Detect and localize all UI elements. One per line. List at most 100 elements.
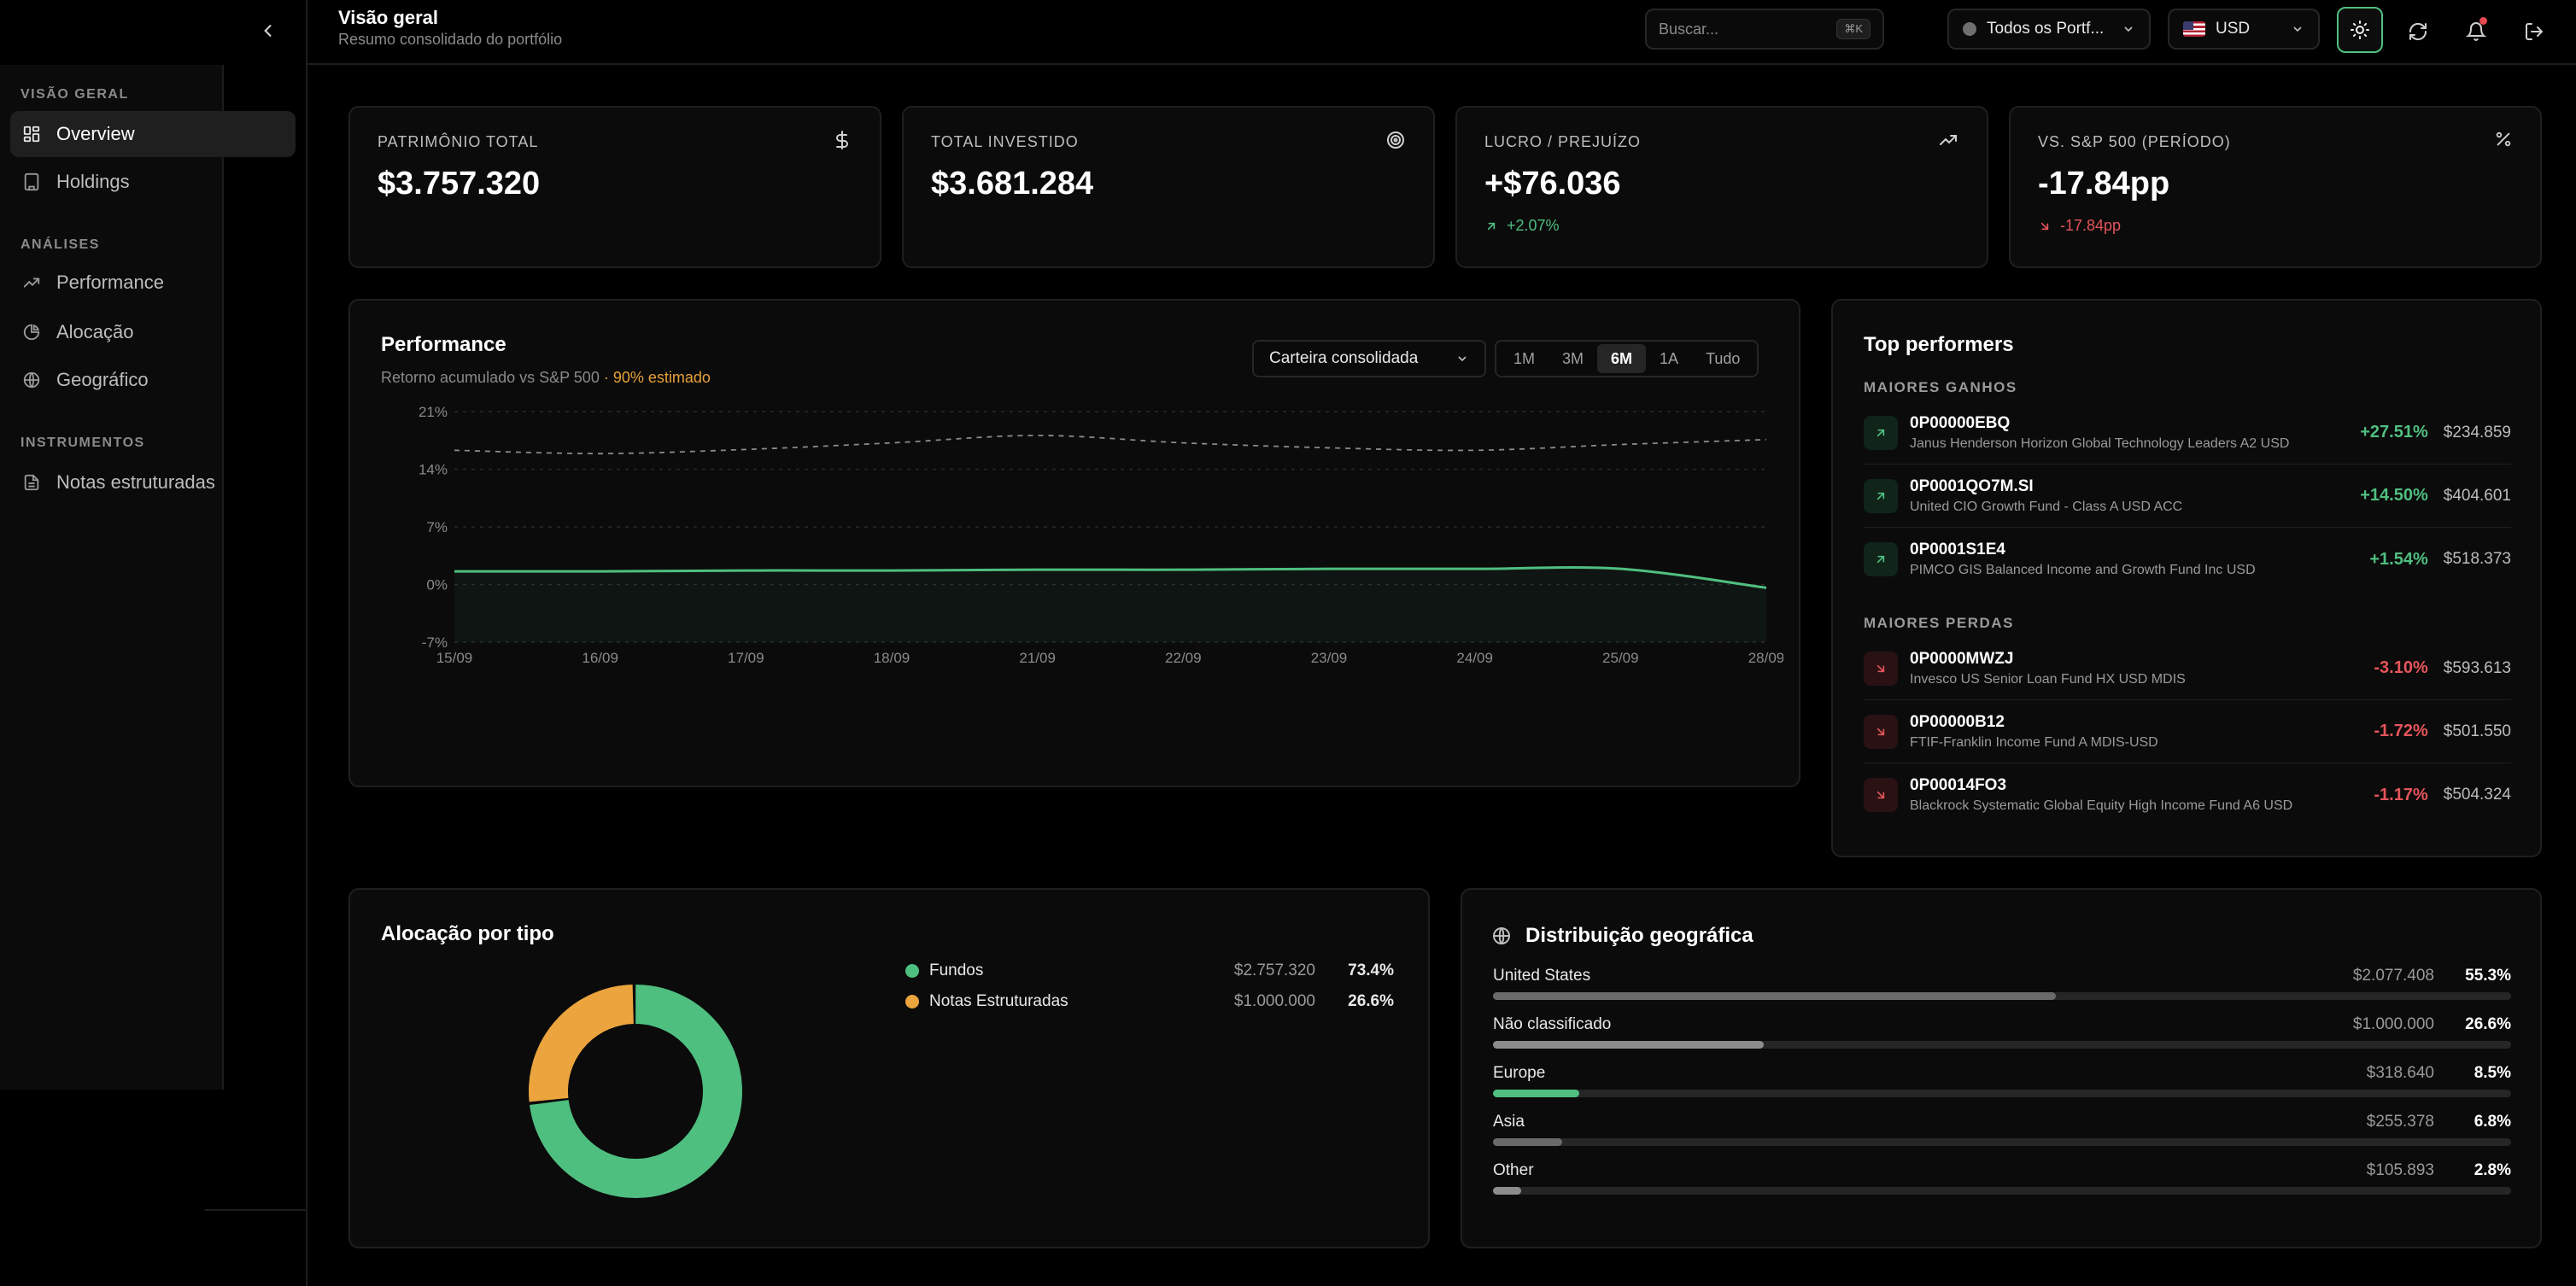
range-tabs: 1M 3M 6M 1A Tudo [1495,340,1759,377]
target-icon [1387,132,1404,149]
fund-change: +1.54% [2369,549,2428,569]
currency-select[interactable]: USD [2168,9,2320,50]
geo-row: Other $105.893 2.8% [1493,1161,2511,1209]
gain-row[interactable]: 0P0001S1E4 PIMCO GIS Balanced Income and… [1864,528,2511,591]
collapse-sidebar-button[interactable] [253,15,284,46]
notifications-button[interactable] [2453,9,2499,55]
portfolio-dropdown[interactable]: Carteira consolidada [1252,340,1486,377]
sidebar-item-performance[interactable]: Performance [10,260,296,306]
sidebar-item-label: Geográfico [56,369,149,390]
range-tab-tudo[interactable]: Tudo [1706,349,1741,367]
loss-row[interactable]: 0P0000MWZJ Invesco US Senior Loan Fund H… [1864,637,2511,700]
portfolio-select[interactable]: Todos os Portf... [1947,9,2151,50]
range-tab-1a[interactable]: 1A [1660,349,1679,367]
logout-icon [2526,23,2544,40]
fund-name: PIMCO GIS Balanced Income and Growth Fun… [1910,563,2256,577]
loss-row[interactable]: 0P00014FO3 Blackrock Systematic Global E… [1864,763,2511,827]
sidebar-item-geografico[interactable]: Geográfico [10,357,296,403]
geo-region: Não classificado [1493,1015,1612,1033]
y-tick-label: 0% [426,577,448,593]
x-tick-label: 24/09 [1456,650,1493,666]
geo-bar-fill [1493,1138,1563,1146]
portfolio-select-value: Todos os Portf... [1987,20,2105,38]
arrow-down-right-icon [1864,778,1898,812]
fund-value: $504.324 [2443,786,2511,804]
fund-value: $593.613 [2443,658,2511,677]
arrow-up-right-icon [1864,542,1898,576]
portfolio-dot-icon [1963,22,1976,36]
portfolio-area [454,567,1766,642]
fund-name: Blackrock Systematic Global Equity High … [1910,798,2293,813]
donut-slice-fundos [529,985,742,1198]
kpi-value: +$76.036 [1484,166,1621,202]
globe-icon [1493,927,1510,944]
geo-pct: 2.8% [2474,1161,2511,1179]
sidebar-item-notas-estruturadas[interactable]: Notas estruturadas [10,459,296,506]
fund-info: 0P0001S1E4 PIMCO GIS Balanced Income and… [1910,541,2369,578]
fund-change: -3.10% [2374,658,2428,677]
geo-pct: 6.8% [2474,1113,2511,1131]
sidebar-item-holdings[interactable]: Holdings [10,159,296,205]
legend-dot [905,964,919,978]
theme-toggle-button[interactable] [2337,7,2383,53]
sidebar-panel [0,65,224,1090]
geo-region: Europe [1493,1064,1546,1082]
search-placeholder: Buscar... [1659,20,1719,38]
page-title: Visão geral [338,7,438,28]
arrow-down-right-icon [1864,651,1898,686]
kpi-delta: -17.84pp [2038,217,2121,235]
refresh-button[interactable] [2395,9,2441,55]
sidebar-item-label: Overview [56,123,135,144]
y-tick-label: 7% [426,519,448,535]
sidebar-item-overview[interactable]: Overview [10,111,296,157]
kpi-value: -17.84pp [2038,166,2170,202]
sidebar-item-alocacao[interactable]: Alocação [10,309,296,355]
geo-row: Europe $318.640 8.5% [1493,1064,2511,1112]
geo-bar-fill [1493,1187,1522,1195]
range-tab-3m[interactable]: 3M [1562,349,1584,367]
loss-row[interactable]: 0P00000B12 FTIF-Franklin Income Fund A M… [1864,700,2511,763]
kpi-card-patrimonio: PATRIMÔNIO TOTAL $3.757.320 [348,106,881,268]
legend-row-fundos: Fundos $2.757.320 73.4% [905,962,1394,980]
geo-amount: $1.000.000 [2352,1015,2434,1033]
geo-bar-track [1493,1138,2511,1146]
geo-bar-fill [1493,1041,1765,1049]
gain-row[interactable]: 0P00000EBQ Janus Henderson Horizon Globa… [1864,401,2511,465]
kpi-label: TOTAL INVESTIDO [931,133,1079,150]
fund-ticker: 0P00000EBQ [1910,413,2011,432]
gains-label: MAIORES GANHOS [1864,379,2017,395]
geo-amount: $105.893 [2366,1161,2434,1179]
geo-bar-track [1493,1090,2511,1097]
top-performers-card: Top performers MAIORES GANHOS 0P00000EBQ… [1831,299,2542,857]
x-tick-label: 28/09 [1748,650,1783,666]
legend-pct: 26.6% [1348,992,1394,1010]
range-tab-1m[interactable]: 1M [1513,349,1536,367]
gain-row[interactable]: 0P0001QO7M.SI United CIO Growth Fund - C… [1864,465,2511,528]
sidebar-item-label: Holdings [56,171,130,192]
kpi-label: PATRIMÔNIO TOTAL [378,133,539,150]
allocation-card: Alocação por tipo Fundos $2.757.320 73.4… [348,888,1430,1248]
geo-bar-track [1493,992,2511,1000]
performance-card: Performance Retorno acumulado vs S&P 500… [348,299,1800,787]
kpi-delta-value: +2.07% [1507,217,1560,234]
kpi-label: VS. S&P 500 (PERÍODO) [2038,133,2231,150]
page-subtitle: Resumo consolidado do portfólio [338,31,563,48]
refresh-icon [2409,22,2427,41]
geo-pct: 26.6% [2465,1015,2511,1033]
notification-dot [2479,17,2487,25]
x-tick-label: 25/09 [1602,650,1639,666]
fund-ticker: 0P00014FO3 [1910,776,2007,794]
geo-region: United States [1493,967,1591,985]
dollar-icon [836,131,848,149]
document-icon [24,474,39,491]
legend-label: Fundos [929,962,984,979]
geo-row: Não classificado $1.000.000 26.6% [1493,1015,2511,1063]
search-input[interactable]: Buscar... ⌘K [1645,9,1884,50]
legend-dot [905,995,919,1008]
logout-button[interactable] [2511,9,2557,55]
portfolio-line [454,566,1767,589]
range-tab-6m[interactable]: 6M [1597,344,1647,373]
sidebar-item-label: Notas estruturadas [56,471,215,493]
fund-value: $518.373 [2443,550,2511,568]
divider [205,1209,307,1211]
